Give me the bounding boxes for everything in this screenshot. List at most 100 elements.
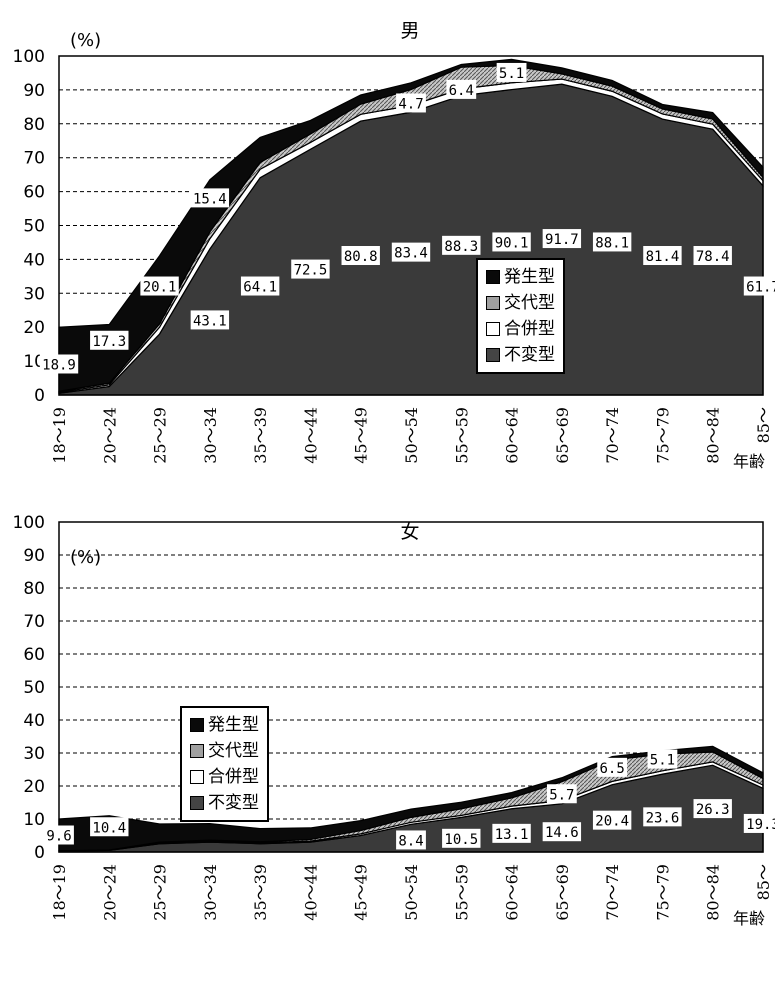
data-label: 91.7 [542, 229, 582, 249]
svg-text:23.6: 23.6 [646, 810, 680, 826]
x-tick-label: 80～84 [704, 407, 723, 464]
svg-text:80.8: 80.8 [344, 249, 378, 265]
data-label: 64.1 [240, 276, 280, 296]
svg-text:81.4: 81.4 [646, 249, 680, 265]
y-tick-label: 80 [23, 579, 45, 599]
data-label: 14.6 [542, 822, 582, 842]
x-tick-label: 85～ [754, 864, 773, 900]
x-tick-label: 25～29 [151, 864, 170, 921]
data-label: 4.7 [396, 93, 426, 113]
x-tick-label: 60～64 [503, 407, 522, 464]
svg-text:13.1: 13.1 [495, 827, 529, 843]
x-tick-label: 45～49 [352, 864, 371, 921]
y-tick-label: 90 [23, 81, 45, 101]
data-label: 20.4 [592, 810, 632, 830]
data-label: 5.1 [647, 749, 678, 769]
y-tick-label: 30 [23, 744, 45, 764]
data-label: 90.1 [492, 232, 531, 252]
data-label: 72.5 [291, 259, 330, 279]
unit-label: (%) [70, 30, 102, 51]
x-tick-label: 40～44 [301, 407, 320, 464]
svg-text:5.1: 5.1 [499, 66, 524, 82]
legend-label: 交代型 [504, 293, 555, 313]
data-label: 80.8 [341, 246, 380, 266]
legend-item: 発生型 [190, 712, 259, 738]
legend-swatch [486, 270, 500, 284]
chart-legend: 発生型 交代型 合併型 不変型 [180, 706, 269, 822]
chart-title: 男 [400, 20, 420, 42]
y-tick-label: 20 [23, 777, 45, 797]
svg-text:10.4: 10.4 [92, 820, 126, 836]
svg-text:14.6: 14.6 [545, 825, 579, 841]
svg-text:5.1: 5.1 [650, 753, 675, 769]
svg-text:61.7: 61.7 [746, 280, 775, 296]
y-tick-label: 50 [23, 678, 45, 698]
data-label: 81.4 [643, 246, 682, 266]
x-tick-label: 80～84 [704, 864, 723, 921]
x-tick-label: 55～59 [452, 407, 471, 464]
x-tick-label: 50～54 [402, 864, 421, 921]
chart-plot: 0 10 20 30 40 50 60 70 80 90 100 18～19 20～24 25～29 30～… [13, 513, 775, 928]
x-tick-label: 35～39 [251, 407, 270, 464]
legend-swatch [190, 796, 204, 810]
x-tick-label: 40～44 [301, 864, 320, 921]
area-series [58, 83, 764, 396]
svg-text:88.1: 88.1 [595, 235, 629, 251]
data-label: 88.1 [592, 232, 632, 252]
legend-label: 合併型 [504, 319, 555, 339]
data-label: 13.1 [492, 823, 531, 843]
x-tick-label: 25～29 [151, 407, 170, 464]
svg-text:19.3: 19.3 [746, 817, 775, 833]
svg-text:43.1: 43.1 [193, 313, 227, 329]
chart-title: 女 [400, 521, 420, 543]
y-tick-label: 90 [23, 546, 45, 566]
svg-text:6.4: 6.4 [449, 83, 474, 99]
svg-text:72.5: 72.5 [294, 263, 328, 279]
x-tick-label: 70～74 [603, 864, 622, 921]
data-label: 9.6 [44, 825, 74, 845]
chart-plot: 0 10 20 30 40 50 60 70 80 90 100 18～19 20～24 25～29 30～… [13, 47, 775, 471]
data-label: 88.3 [442, 235, 481, 255]
legend-swatch [486, 348, 500, 362]
svg-text:15.4: 15.4 [193, 191, 227, 207]
svg-text:10.5: 10.5 [444, 832, 478, 848]
data-label: 78.4 [693, 246, 732, 266]
unit-label: (%) [70, 547, 102, 568]
y-tick-label: 10 [23, 810, 45, 830]
x-tick-label: 20～24 [100, 407, 119, 464]
y-tick-label: 100 [13, 513, 45, 533]
legend-label: 不変型 [504, 345, 555, 365]
plot-frame [58, 521, 764, 853]
svg-text:17.3: 17.3 [92, 334, 126, 350]
x-tick-label: 18～19 [50, 864, 69, 921]
legend-swatch [486, 322, 500, 336]
data-label: 6.5 [597, 757, 628, 777]
data-label: 6.4 [446, 79, 477, 99]
svg-text:83.4: 83.4 [394, 246, 428, 262]
svg-text:6.5: 6.5 [599, 761, 624, 777]
data-label: 5.7 [546, 784, 577, 804]
y-tick-label: 20 [23, 318, 45, 338]
x-tick-label: 30～34 [201, 864, 220, 921]
x-tick-label: 50～54 [402, 407, 421, 464]
plot-frame [58, 55, 764, 396]
y-tick-label: 30 [23, 284, 45, 304]
legend-swatch [190, 718, 204, 732]
chart-male: 男 (%) 0 10 20 30 40 50 60 70 80 90 100 18～19 20～24 25… [0, 0, 775, 480]
x-tick-label: 18～19 [50, 407, 69, 464]
x-tick-label: 75～79 [653, 407, 672, 464]
legend-item: 合併型 [486, 316, 555, 342]
x-tick-label: 45～49 [352, 407, 371, 464]
legend-swatch [190, 744, 204, 758]
legend-label: 不変型 [208, 793, 259, 813]
x-tick-label: 70～74 [603, 407, 622, 464]
svg-text:64.1: 64.1 [243, 280, 277, 296]
legend-item: 発生型 [486, 264, 555, 290]
data-label: 15.4 [190, 188, 230, 208]
svg-text:90.1: 90.1 [495, 235, 529, 251]
y-tick-label: 60 [23, 183, 45, 203]
legend-label: 発生型 [208, 715, 259, 735]
svg-text:5.7: 5.7 [549, 787, 574, 803]
x-tick-label: 65～69 [553, 407, 572, 464]
legend-label: 交代型 [208, 741, 259, 761]
